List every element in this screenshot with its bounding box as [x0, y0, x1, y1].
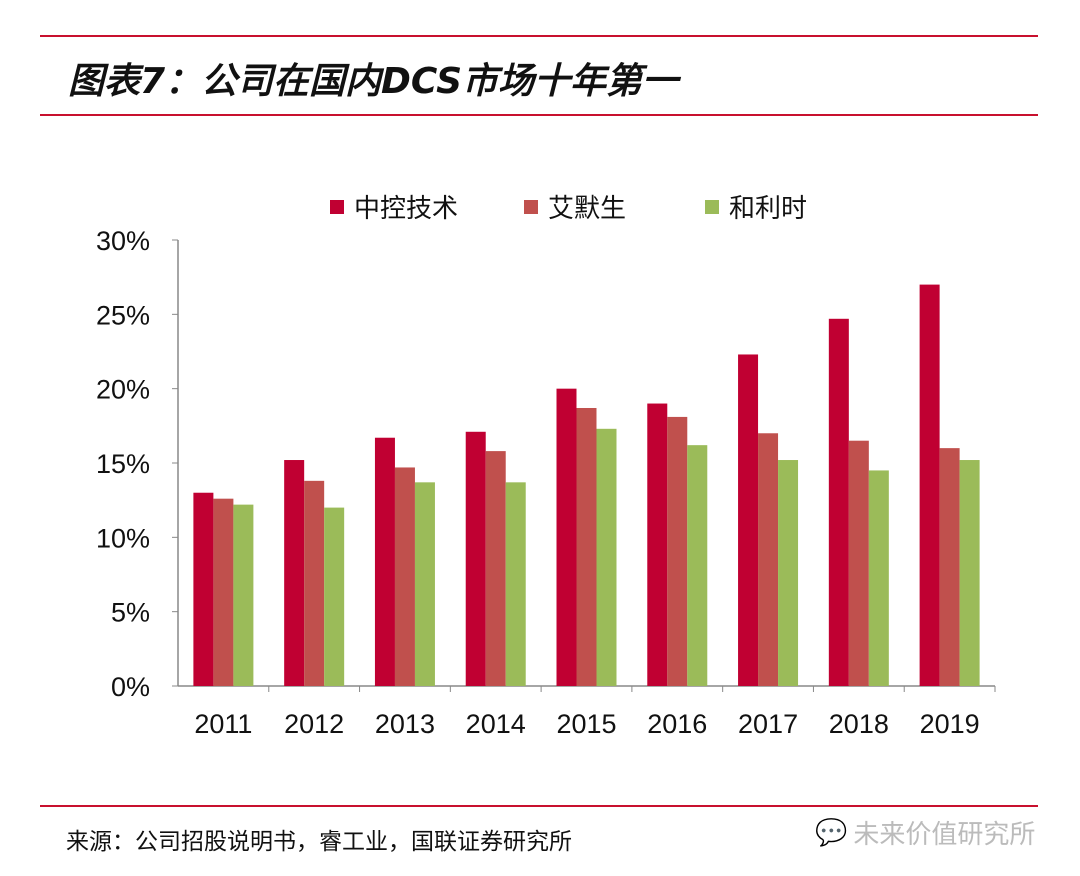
- bar-2015-1: [576, 407, 597, 686]
- legend-swatch: [330, 200, 344, 214]
- bar-2011-0: [193, 492, 214, 686]
- x-tick-label: 2014: [466, 709, 526, 739]
- bar-2013-2: [414, 482, 435, 686]
- bar-2018-2: [868, 470, 889, 686]
- bar-2019-1: [939, 448, 960, 686]
- bar-2013-1: [394, 467, 415, 686]
- x-tick-label: 2012: [284, 709, 344, 739]
- bar-2012-1: [304, 480, 325, 686]
- bar-2014-0: [465, 431, 486, 686]
- bar-chart: 0% 5% 10% 15% 20% 25% 30% 2011 2012 2013 2014 2015 2…: [96, 194, 996, 739]
- legend-label: 中控技术: [354, 194, 458, 224]
- y-tick-label: 20%: [96, 375, 150, 405]
- bar-2011-2: [233, 504, 254, 686]
- top-rule: [40, 35, 1038, 37]
- bar-2018-1: [848, 440, 869, 686]
- bottom-rule: [40, 805, 1038, 807]
- bar-2016-0: [647, 403, 668, 686]
- bar-2016-1: [667, 416, 688, 686]
- bar-2017-2: [778, 460, 799, 686]
- bar-2012-2: [324, 507, 345, 686]
- x-tick-label: 2017: [738, 709, 798, 739]
- legend-label: 和利时: [729, 194, 807, 224]
- y-tick-label: 30%: [96, 226, 150, 256]
- bar-2017-0: [738, 354, 759, 686]
- bar-2015-2: [596, 428, 617, 686]
- bar-2017-1: [758, 433, 779, 686]
- y-tick-label: 10%: [96, 523, 150, 553]
- bar-2016-2: [687, 445, 708, 686]
- title-rule: [40, 114, 1038, 116]
- x-tick-label: 2016: [647, 709, 707, 739]
- bar-2019-2: [959, 460, 980, 686]
- x-tick-label: 2013: [375, 709, 435, 739]
- bar-2012-0: [284, 460, 305, 686]
- x-tick-label: 2011: [194, 709, 252, 739]
- bar-2013-0: [374, 437, 395, 686]
- y-tick-label: 25%: [96, 300, 150, 330]
- legend-swatch: [705, 200, 719, 214]
- page-title: 图表7：公司在国内DCS市场十年第一: [68, 61, 678, 102]
- watermark-text: 未来价值研究所: [853, 820, 1036, 850]
- y-tick-label: 15%: [96, 449, 150, 479]
- legend-label: 艾默生: [548, 194, 626, 224]
- bar-2015-0: [556, 388, 577, 686]
- source-note: 来源：公司招股说明书，睿工业，国联证券研究所: [66, 829, 572, 855]
- bar-2011-1: [213, 498, 234, 686]
- y-tick-label: 0%: [111, 672, 150, 702]
- watermark: 💬 未来价值研究所: [815, 814, 1035, 851]
- x-tick-label: 2018: [829, 709, 889, 739]
- x-tick-label: 2019: [920, 709, 980, 739]
- wechat-icon: 💬: [815, 817, 848, 848]
- bar-2014-2: [505, 482, 526, 686]
- bar-2014-1: [485, 451, 506, 686]
- x-tick-label: 2015: [556, 709, 616, 739]
- legend-swatch: [524, 200, 538, 214]
- bar-2019-0: [919, 284, 940, 686]
- bar-2018-0: [828, 318, 849, 686]
- y-tick-label: 5%: [111, 598, 150, 628]
